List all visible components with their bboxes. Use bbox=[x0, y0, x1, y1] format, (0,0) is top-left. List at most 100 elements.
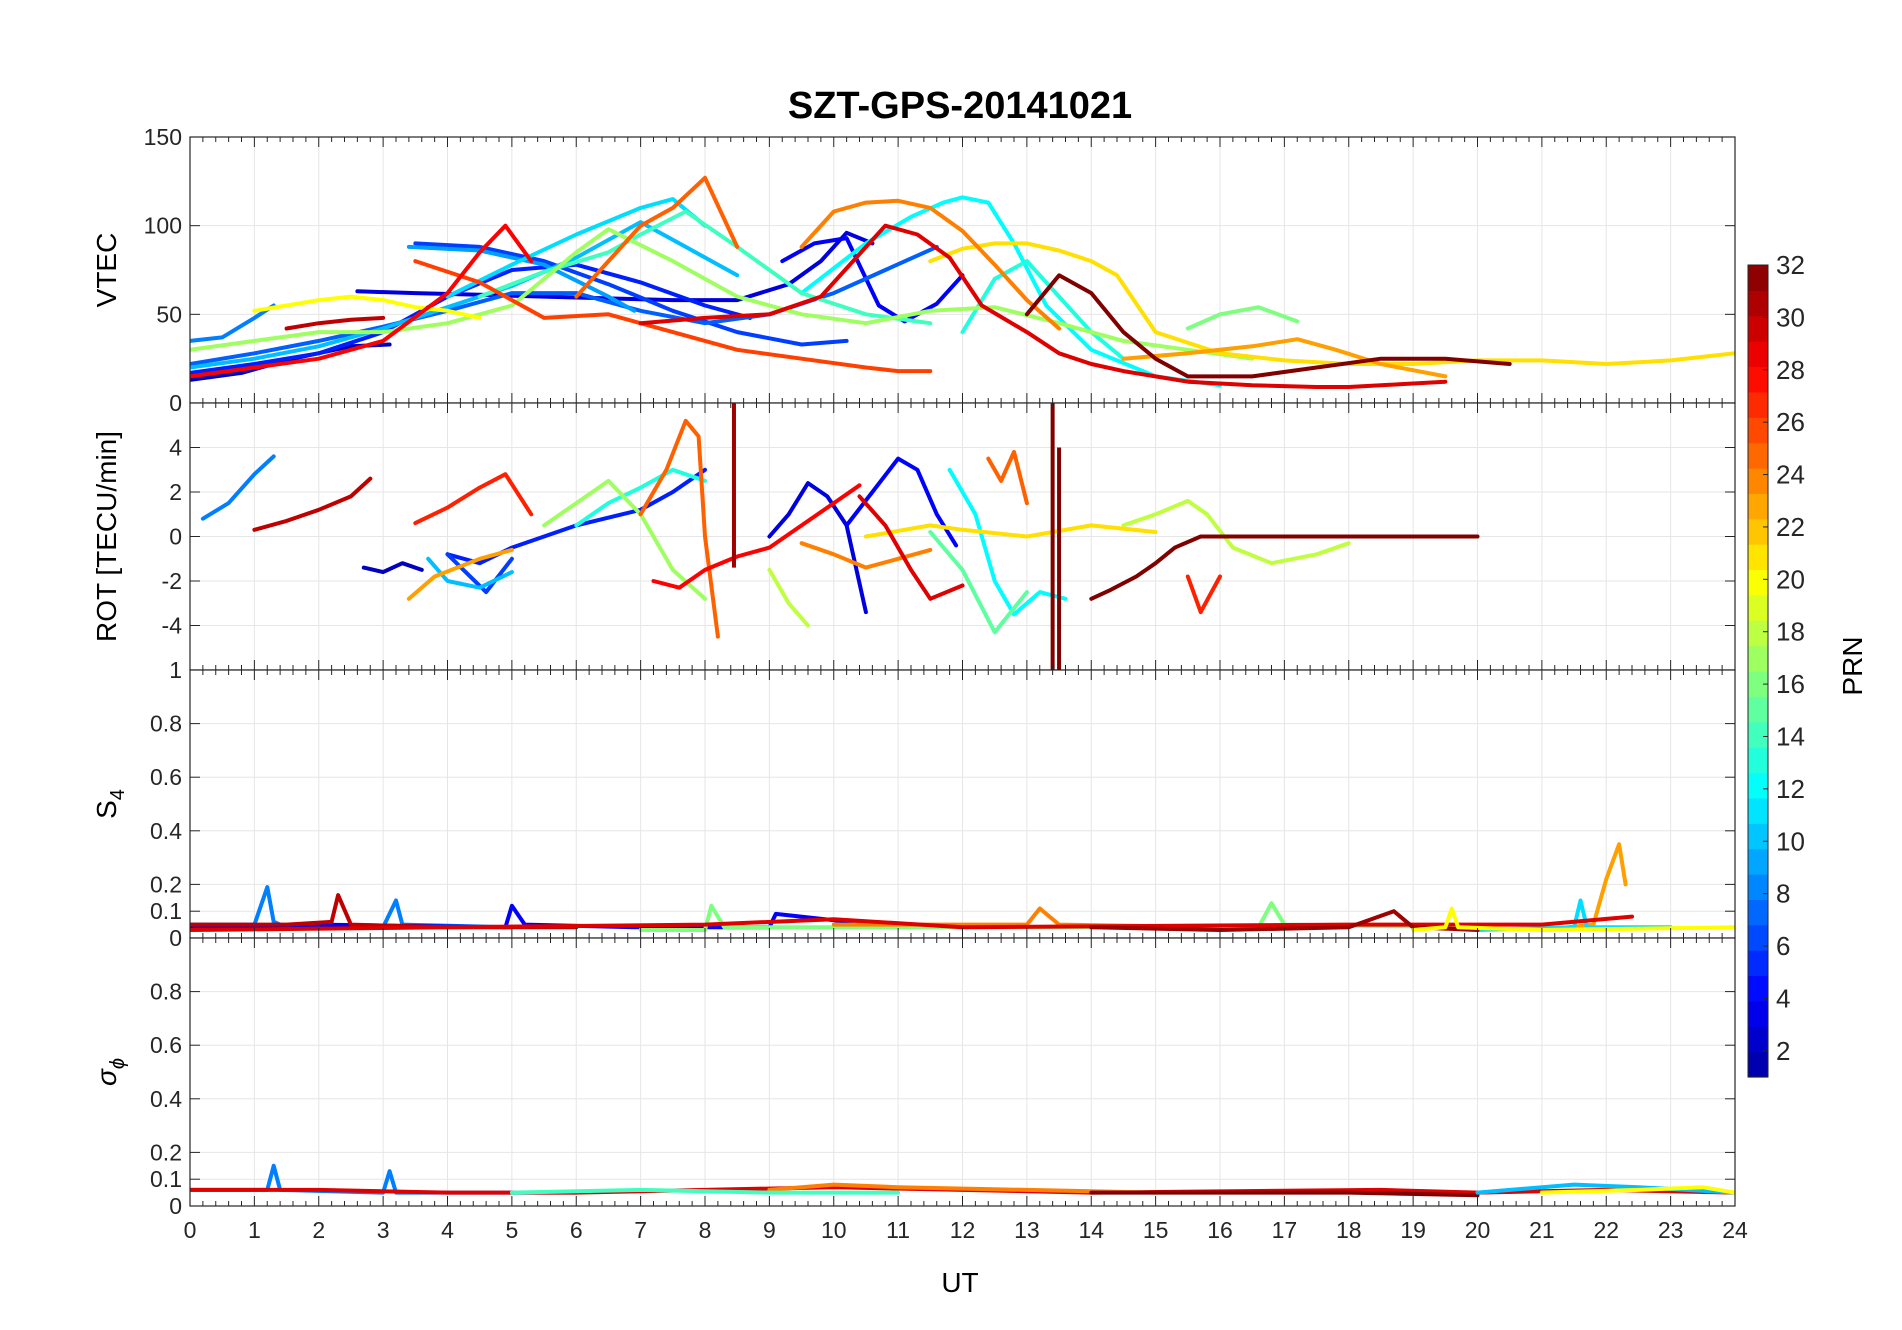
series-line-prn-27 bbox=[1185, 574, 1222, 615]
colorbar-cell bbox=[1748, 975, 1768, 1002]
series-group bbox=[190, 175, 1735, 389]
series-line-prn-30 bbox=[252, 476, 373, 532]
series-line-prn-25 bbox=[986, 449, 1029, 506]
rot-panel: -4 -2 0 2 4 ROT [TECU/min] bbox=[91, 402, 1736, 671]
colorbar-tick-label: 8 bbox=[1776, 879, 1790, 909]
colorbar-cell bbox=[1748, 290, 1768, 317]
y-tick-label: 0 bbox=[169, 524, 182, 550]
colorbar-tick-label: 16 bbox=[1776, 669, 1805, 699]
colorbar-cell bbox=[1748, 696, 1768, 723]
series-line-prn-6 bbox=[413, 241, 849, 347]
y-tick-label: 0.2 bbox=[150, 1139, 182, 1165]
colorbar-tick-label: 4 bbox=[1776, 983, 1790, 1013]
y-tick-label: 0 bbox=[169, 925, 182, 951]
y-tick-label: -2 bbox=[162, 568, 182, 594]
series-line-prn-14 bbox=[509, 1187, 901, 1195]
series-line-prn-24 bbox=[799, 541, 933, 570]
y-axis-label: VTEC bbox=[91, 233, 122, 308]
series-line-prn-18 bbox=[767, 567, 810, 628]
series-line-prn-29 bbox=[857, 494, 965, 601]
series-line-prn-25 bbox=[574, 175, 740, 299]
series-line-prn-27 bbox=[413, 472, 534, 526]
x-tick-label: 6 bbox=[570, 1217, 583, 1243]
x-tick-label: 2 bbox=[312, 1217, 325, 1243]
colorbar-tick-label: 20 bbox=[1776, 564, 1805, 594]
colorbar-cell bbox=[1748, 544, 1768, 571]
colorbar-tick-label: 14 bbox=[1776, 721, 1805, 751]
series-line-prn-2 bbox=[361, 561, 424, 575]
y-tick-label: 0.6 bbox=[150, 1032, 182, 1058]
x-tick-label: 14 bbox=[1078, 1217, 1104, 1243]
y-tick-label: 2 bbox=[169, 479, 182, 505]
series-line-prn-32 bbox=[1024, 273, 1512, 379]
y-tick-label: 0.1 bbox=[150, 898, 182, 924]
series-line-prn-24 bbox=[799, 198, 1062, 331]
y-tick-label: -4 bbox=[162, 613, 183, 639]
sigma-phi-panel: 00.10.20.40.60.80 1 2 3 4 5 6 7 8 9 10 11 12 13 14 15 16… bbox=[91, 937, 1748, 1243]
series-line-prn-8 bbox=[200, 454, 276, 521]
series-line-prn-8 bbox=[190, 303, 276, 343]
series-line-prn-4 bbox=[844, 456, 959, 548]
colorbar-tick-label: 30 bbox=[1776, 302, 1805, 332]
x-tick-label: 16 bbox=[1207, 1217, 1233, 1243]
x-tick-label: 8 bbox=[699, 1217, 712, 1243]
series-line-prn-3 bbox=[767, 481, 868, 615]
x-tick-label: 22 bbox=[1593, 1217, 1619, 1243]
x-tick-label: 10 bbox=[821, 1217, 847, 1243]
colorbar-cell bbox=[1748, 1051, 1768, 1078]
colorbar-cell bbox=[1748, 569, 1768, 596]
x-tick-label: 20 bbox=[1465, 1217, 1491, 1243]
y-tick-label: 0.6 bbox=[150, 764, 182, 790]
y-tick-label: 0.2 bbox=[150, 871, 182, 897]
colorbar-cell bbox=[1748, 950, 1768, 977]
series-line-prn-12 bbox=[947, 467, 1068, 617]
series-group bbox=[190, 1163, 1735, 1198]
series-line-prn-4 bbox=[780, 236, 965, 324]
y-tick-label: 1 bbox=[169, 657, 182, 683]
colorbar-cell bbox=[1748, 468, 1768, 494]
series-line-prn-12 bbox=[799, 195, 1222, 388]
series-line-prn-23 bbox=[1121, 337, 1448, 379]
series-line-prn-13 bbox=[574, 467, 707, 528]
colorbar-cell bbox=[1748, 747, 1768, 774]
y-tick-label: 0.4 bbox=[150, 1086, 182, 1112]
colorbar-cell bbox=[1748, 518, 1768, 545]
x-tick-label: 19 bbox=[1400, 1217, 1426, 1243]
series-line-prn-16 bbox=[1185, 305, 1300, 331]
series-line-prn-29 bbox=[190, 914, 1634, 932]
y-tick-label: 100 bbox=[144, 213, 182, 239]
x-tick-label: 5 bbox=[505, 1217, 518, 1243]
colorbar-cell bbox=[1748, 391, 1768, 418]
series-line-prn-10 bbox=[1475, 1182, 1735, 1195]
colorbar-tick-label: 28 bbox=[1776, 355, 1805, 385]
colorbar-cell bbox=[1748, 797, 1768, 824]
colorbar-tick-label: 10 bbox=[1776, 826, 1805, 856]
series-line-prn-28 bbox=[190, 223, 534, 379]
y-axis-label: σϕ bbox=[91, 1058, 129, 1086]
series-line-prn-21 bbox=[928, 241, 1735, 366]
colorbar-cell bbox=[1748, 366, 1768, 393]
colorbar-cell bbox=[1748, 924, 1768, 951]
x-tick-label: 24 bbox=[1722, 1217, 1748, 1243]
colorbar-tick-label: 6 bbox=[1776, 931, 1790, 961]
y-axis-label: ROT [TECU/min] bbox=[91, 431, 122, 642]
series-line-prn-15 bbox=[928, 530, 1029, 635]
x-tick-label: 17 bbox=[1272, 1217, 1298, 1243]
x-tick-label: 11 bbox=[886, 1217, 910, 1243]
colorbar-cell bbox=[1748, 823, 1768, 850]
colorbar-tick-label: 24 bbox=[1776, 460, 1805, 490]
series-group bbox=[200, 403, 1480, 670]
series-line-prn-13 bbox=[960, 259, 1126, 361]
x-tick-label: 12 bbox=[950, 1217, 976, 1243]
y-tick-label: 4 bbox=[169, 435, 182, 461]
series-line-prn-29 bbox=[638, 223, 1448, 389]
series-line-prn-10 bbox=[426, 556, 514, 590]
series-line-prn-23 bbox=[406, 547, 514, 601]
series-line-prn-24 bbox=[767, 1182, 1158, 1195]
x-tick-label: 18 bbox=[1336, 1217, 1362, 1243]
colorbar-cell bbox=[1748, 265, 1768, 291]
series-line-prn-32 bbox=[1089, 1190, 1480, 1198]
colorbar-tick-label: 22 bbox=[1776, 512, 1805, 542]
